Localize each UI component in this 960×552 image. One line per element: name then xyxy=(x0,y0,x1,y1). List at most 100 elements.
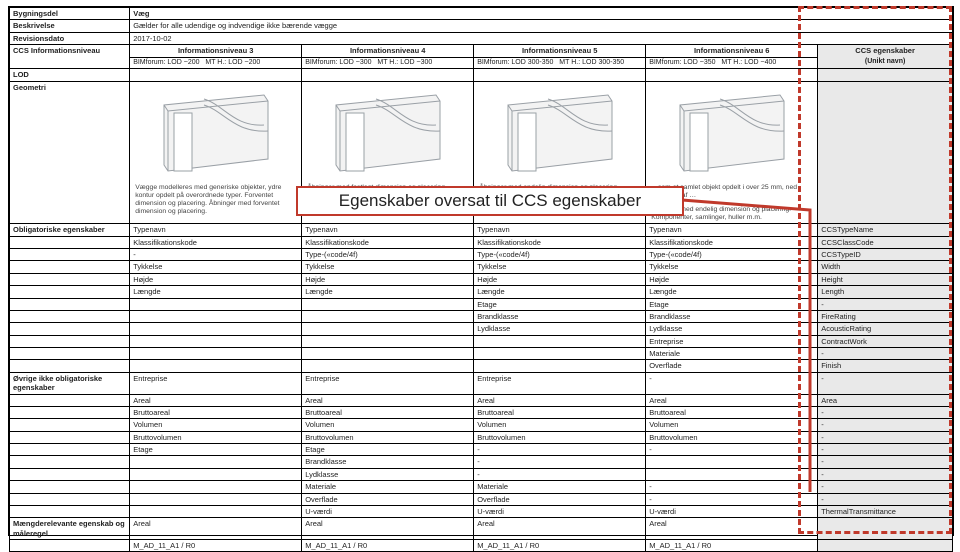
prop-cell: Typenavn xyxy=(302,224,474,236)
table-row: Brandklasse-- xyxy=(10,456,953,468)
prop-cell: Lydklasse xyxy=(302,468,474,480)
table-row: MaterialeMateriale-- xyxy=(10,481,953,493)
prop-cell: Længde xyxy=(130,286,302,298)
prop-cell: Tykkelse xyxy=(302,261,474,273)
geom-cell-3: Vægge modelleres med generiske objekter,… xyxy=(130,81,302,224)
mandatory-body: Obligatoriske egenskaberTypenavnTypenavn… xyxy=(10,224,953,373)
prop-cell xyxy=(302,323,474,335)
prop-cell: Typenavn xyxy=(474,224,646,236)
ccs-cell: CCSTypeName xyxy=(818,224,953,236)
prop-cell: Typenavn xyxy=(130,224,302,236)
ccs-cell: Area xyxy=(818,394,953,406)
measure-body: Mængderelevante egenskab og måleregelAre… xyxy=(10,518,953,552)
value-revisionsdato: 2017-10-02 xyxy=(130,32,953,44)
prop-cell: M_AD_11_A1 / R0 xyxy=(302,540,474,552)
table-row: EntrepriseContractWork xyxy=(10,335,953,347)
prop-cell: Areal xyxy=(302,394,474,406)
prop-cell: U-værdi xyxy=(474,505,646,517)
prop-cell: - xyxy=(130,249,302,261)
ccs-cell: Width xyxy=(818,261,953,273)
prop-cell: Overflade xyxy=(302,493,474,505)
prop-cell xyxy=(130,468,302,480)
prop-cell: Længde xyxy=(302,286,474,298)
callout-box: Egenskaber oversat til CCS egenskaber xyxy=(296,186,684,216)
prop-cell: Areal xyxy=(646,394,818,406)
prop-cell: Klassifikationskode xyxy=(474,236,646,248)
sheet: Bygningsdel Væg Beskrivelse Gælder for a… xyxy=(8,6,954,536)
prop-cell: Areal xyxy=(474,394,646,406)
prop-cell xyxy=(474,348,646,360)
prop-cell: Areal xyxy=(130,394,302,406)
prop-cell: Højde xyxy=(130,273,302,285)
prop-cell: M_AD_11_A1 / R0 xyxy=(130,540,302,552)
ccs-cell: - xyxy=(818,456,953,468)
ccs-cell: Finish xyxy=(818,360,953,372)
prop-cell xyxy=(130,335,302,347)
level-3-title: Informationsniveau 3 xyxy=(130,45,302,57)
ccs-cell: CCSTypeID xyxy=(818,249,953,261)
prop-cell xyxy=(302,298,474,310)
table-row: -Type-(«code/4f)Type-(«code/4f)Type-(«co… xyxy=(10,249,953,261)
prop-cell xyxy=(130,493,302,505)
prop-cell: Materiale xyxy=(474,481,646,493)
table-row: HøjdeHøjdeHøjdeHøjdeHeight xyxy=(10,273,953,285)
prop-cell: Længde xyxy=(646,286,818,298)
prop-cell: Areal xyxy=(474,518,646,540)
prop-cell: - xyxy=(646,481,818,493)
prop-cell: Etage xyxy=(130,444,302,456)
header-row-revisionsdato: Revisionsdato 2017-10-02 xyxy=(10,32,953,44)
prop-cell: Areal xyxy=(130,518,302,540)
table-row: Øvrige ikke obligatoriske egenskaberEntr… xyxy=(10,372,953,394)
prop-cell: Klassifikationskode xyxy=(302,236,474,248)
prop-cell: Type-(«code/4f) xyxy=(474,249,646,261)
prop-cell xyxy=(130,505,302,517)
prop-cell: Brandklasse xyxy=(646,310,818,322)
prop-cell: Bruttoareal xyxy=(474,406,646,418)
prop-cell: Volumen xyxy=(474,419,646,431)
table-row: BrandklasseBrandklasseFireRating xyxy=(10,310,953,322)
prop-cell xyxy=(302,348,474,360)
geom-ccs xyxy=(818,81,953,224)
prop-cell: Materiale xyxy=(646,348,818,360)
prop-cell xyxy=(474,335,646,347)
table-row: M_AD_11_A1 / R0M_AD_11_A1 / R0M_AD_11_A1… xyxy=(10,540,953,552)
prop-cell: Bruttovolumen xyxy=(474,431,646,443)
table-row: ArealArealArealArealArea xyxy=(10,394,953,406)
section-label: Øvrige ikke obligatoriske egenskaber xyxy=(10,372,130,394)
prop-cell xyxy=(130,360,302,372)
level-4-lod: BIMforum: LOD ~300 MT H.: LOD ~300 xyxy=(302,57,474,69)
prop-cell: Etage xyxy=(474,298,646,310)
prop-cell: U-værdi xyxy=(302,505,474,517)
table-row: VolumenVolumenVolumenVolumen- xyxy=(10,419,953,431)
prop-cell: Brandklasse xyxy=(302,456,474,468)
geometry-label: Geometri xyxy=(10,81,130,224)
ccs-cell xyxy=(818,540,953,552)
prop-cell: Tykkelse xyxy=(646,261,818,273)
ccs-cell: ContractWork xyxy=(818,335,953,347)
prop-cell: Bruttovolumen xyxy=(130,431,302,443)
prop-cell xyxy=(130,456,302,468)
prop-cell: Entreprise xyxy=(130,372,302,394)
value-beskrivelse: Gælder for alle udendige og indvendige i… xyxy=(130,20,953,32)
prop-cell: M_AD_11_A1 / R0 xyxy=(646,540,818,552)
prop-cell: Tykkelse xyxy=(474,261,646,273)
prop-cell xyxy=(646,456,818,468)
ccs-cell: - xyxy=(818,468,953,480)
prop-cell xyxy=(302,335,474,347)
table-row: Mængderelevante egenskab og måleregelAre… xyxy=(10,518,953,540)
lod-label: LOD xyxy=(10,69,130,81)
prop-cell xyxy=(130,298,302,310)
ccs-cell: - xyxy=(818,431,953,443)
prop-cell: - xyxy=(474,444,646,456)
table-row: Materiale- xyxy=(10,348,953,360)
prop-cell: U-værdi xyxy=(646,505,818,517)
prop-cell: - xyxy=(646,444,818,456)
label-revisionsdato: Revisionsdato xyxy=(10,32,130,44)
prop-cell: Klassifikationskode xyxy=(646,236,818,248)
ccs-cell: ThermalTransmittance xyxy=(818,505,953,517)
spec-table: Bygningsdel Væg Beskrivelse Gælder for a… xyxy=(9,7,953,552)
prop-cell xyxy=(130,481,302,493)
prop-cell: Lydklasse xyxy=(646,323,818,335)
prop-cell xyxy=(130,348,302,360)
prop-cell: - xyxy=(646,493,818,505)
